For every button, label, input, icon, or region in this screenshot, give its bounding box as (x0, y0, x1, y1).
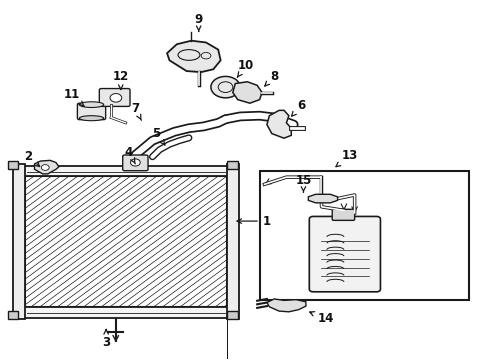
Bar (8, 161, 19, 169)
Bar (23, 307, 229, 318)
Text: 6: 6 (292, 99, 305, 116)
Text: 9: 9 (195, 13, 203, 31)
Text: 15: 15 (295, 174, 312, 192)
Polygon shape (167, 41, 220, 72)
Bar (13, 164, 25, 319)
Text: 7: 7 (131, 102, 142, 120)
Polygon shape (267, 111, 291, 138)
Polygon shape (233, 82, 262, 103)
Bar (25, 176, 227, 307)
FancyBboxPatch shape (99, 89, 130, 107)
Polygon shape (308, 194, 338, 203)
Text: 4: 4 (125, 146, 135, 164)
Text: 14: 14 (310, 312, 334, 325)
Ellipse shape (79, 102, 104, 108)
Circle shape (211, 76, 240, 98)
Text: 5: 5 (152, 127, 165, 145)
Ellipse shape (79, 116, 104, 121)
Circle shape (130, 159, 140, 166)
Text: 11: 11 (64, 89, 84, 106)
Text: 10: 10 (237, 59, 254, 77)
Bar (227, 164, 239, 319)
Text: 13: 13 (336, 149, 358, 167)
Circle shape (41, 165, 49, 170)
Text: 8: 8 (265, 70, 278, 86)
Bar (260, 171, 469, 300)
Text: 2: 2 (24, 150, 40, 167)
Bar (23, 166, 229, 176)
Text: 12: 12 (113, 70, 129, 89)
Bar (227, 161, 238, 169)
FancyBboxPatch shape (122, 155, 148, 171)
FancyBboxPatch shape (332, 209, 355, 220)
Polygon shape (34, 160, 59, 174)
Circle shape (110, 94, 122, 102)
Text: 1: 1 (237, 215, 271, 228)
FancyBboxPatch shape (309, 216, 380, 292)
Text: 3: 3 (102, 330, 110, 349)
Polygon shape (267, 299, 306, 312)
Bar (227, 311, 238, 319)
FancyBboxPatch shape (77, 103, 106, 120)
Bar (8, 311, 19, 319)
